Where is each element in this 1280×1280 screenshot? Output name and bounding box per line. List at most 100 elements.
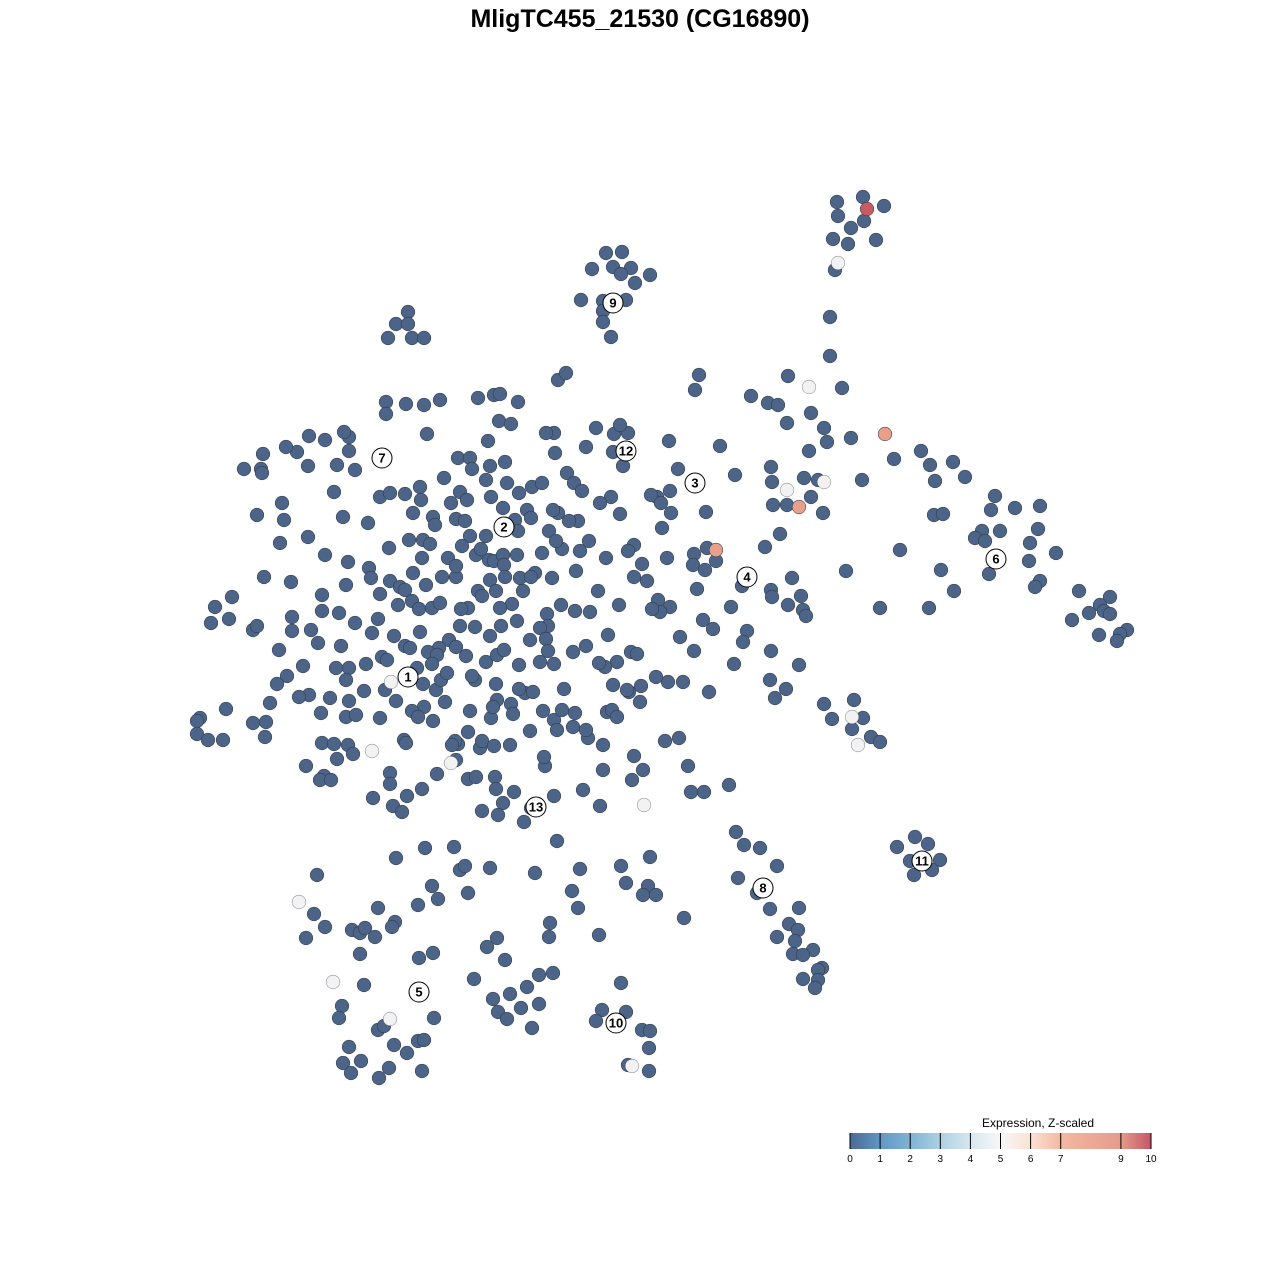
- cell-point: [398, 735, 414, 751]
- cluster-label-11: 11: [911, 850, 933, 872]
- cell-point: [613, 975, 629, 991]
- cell-point: [983, 502, 999, 518]
- cell-point: [515, 583, 531, 599]
- cell-point: [712, 438, 728, 454]
- cell-point: [850, 737, 866, 753]
- cell-point: [497, 569, 513, 585]
- cell-point: [416, 1032, 432, 1048]
- cell-point: [565, 719, 581, 735]
- cell-point: [987, 488, 1003, 504]
- cell-point: [946, 583, 962, 599]
- cell-point: [603, 329, 619, 345]
- cell-point: [454, 538, 470, 554]
- cell-point: [779, 482, 795, 498]
- cell-point: [189, 713, 205, 729]
- cell-point: [317, 919, 333, 935]
- cell-point: [486, 738, 502, 754]
- cell-point: [506, 784, 522, 800]
- cell-point: [534, 545, 550, 561]
- cell-point: [588, 1013, 604, 1029]
- cell-point: [258, 714, 274, 730]
- cell-point: [1027, 579, 1043, 595]
- cell-point: [404, 330, 420, 346]
- cell-point: [493, 618, 509, 634]
- cell-point: [613, 266, 629, 282]
- cell-point: [770, 397, 786, 413]
- cell-point: [329, 457, 345, 473]
- cell-point: [478, 654, 494, 670]
- cell-point: [519, 979, 535, 995]
- cell-point: [249, 507, 265, 523]
- cell-point: [432, 595, 448, 611]
- cell-point: [487, 769, 503, 785]
- cluster-label-badge: [605, 1012, 627, 1034]
- cell-point: [189, 726, 205, 742]
- cluster-label-badge: [493, 516, 515, 538]
- cell-point: [535, 703, 551, 719]
- cell-point: [398, 396, 414, 412]
- cell-point: [341, 660, 357, 676]
- cell-point: [824, 711, 840, 727]
- cell-point: [425, 713, 441, 729]
- cell-point: [340, 554, 356, 570]
- cell-point: [816, 420, 832, 436]
- cell-point: [379, 652, 395, 668]
- cell-point: [807, 980, 823, 996]
- cluster-label-text: 11: [915, 854, 929, 869]
- cell-point: [380, 330, 396, 346]
- legend-tick-label: 1: [877, 1154, 883, 1165]
- cell-point: [429, 766, 445, 782]
- cluster-label-1: 1: [397, 666, 419, 688]
- cell-point: [639, 573, 655, 589]
- cell-point: [414, 781, 430, 797]
- cell-point: [830, 255, 846, 271]
- cell-point: [778, 681, 794, 697]
- cell-point: [598, 550, 614, 566]
- cell-point: [591, 927, 607, 943]
- cell-point: [767, 690, 783, 706]
- cell-point: [497, 952, 513, 968]
- cell-point: [466, 971, 482, 987]
- cell-point: [272, 535, 288, 551]
- cell-point: [317, 547, 333, 563]
- cell-point: [595, 314, 611, 330]
- cluster-label-badge: [602, 292, 624, 314]
- cell-point: [672, 629, 688, 645]
- cell-point: [328, 660, 344, 676]
- cell-point: [825, 231, 841, 247]
- cell-point: [394, 804, 410, 820]
- cell-point: [448, 558, 464, 574]
- cluster-label-text: 3: [691, 476, 698, 491]
- cluster-label-badge: [408, 981, 430, 1003]
- cell-point: [478, 528, 494, 544]
- cell-point: [412, 624, 428, 640]
- cell-point: [553, 597, 569, 613]
- cell-point: [448, 639, 464, 655]
- cell-point: [554, 702, 570, 718]
- cluster-label-text: 5: [415, 985, 422, 1000]
- cell-point: [641, 1063, 657, 1079]
- cell-point: [1021, 553, 1037, 569]
- cell-point: [592, 798, 608, 814]
- cell-point: [636, 797, 652, 813]
- cell-point: [309, 867, 325, 883]
- cell-point: [670, 461, 686, 477]
- cell-point: [648, 669, 664, 685]
- cell-point: [609, 709, 625, 725]
- cell-point: [295, 658, 311, 674]
- cell-point: [648, 887, 664, 903]
- cell-point: [570, 900, 586, 916]
- cell-point: [388, 316, 404, 332]
- cluster-label-badge: [525, 796, 547, 818]
- cell-point: [538, 425, 554, 441]
- cell-point: [872, 600, 888, 616]
- cell-point: [502, 737, 518, 753]
- cell-point: [333, 638, 349, 654]
- cluster-label-text: 8: [759, 881, 766, 896]
- cell-point: [547, 445, 563, 461]
- cell-point: [796, 470, 812, 486]
- cell-point: [482, 628, 498, 644]
- cell-point: [256, 569, 272, 585]
- cell-point: [358, 656, 374, 672]
